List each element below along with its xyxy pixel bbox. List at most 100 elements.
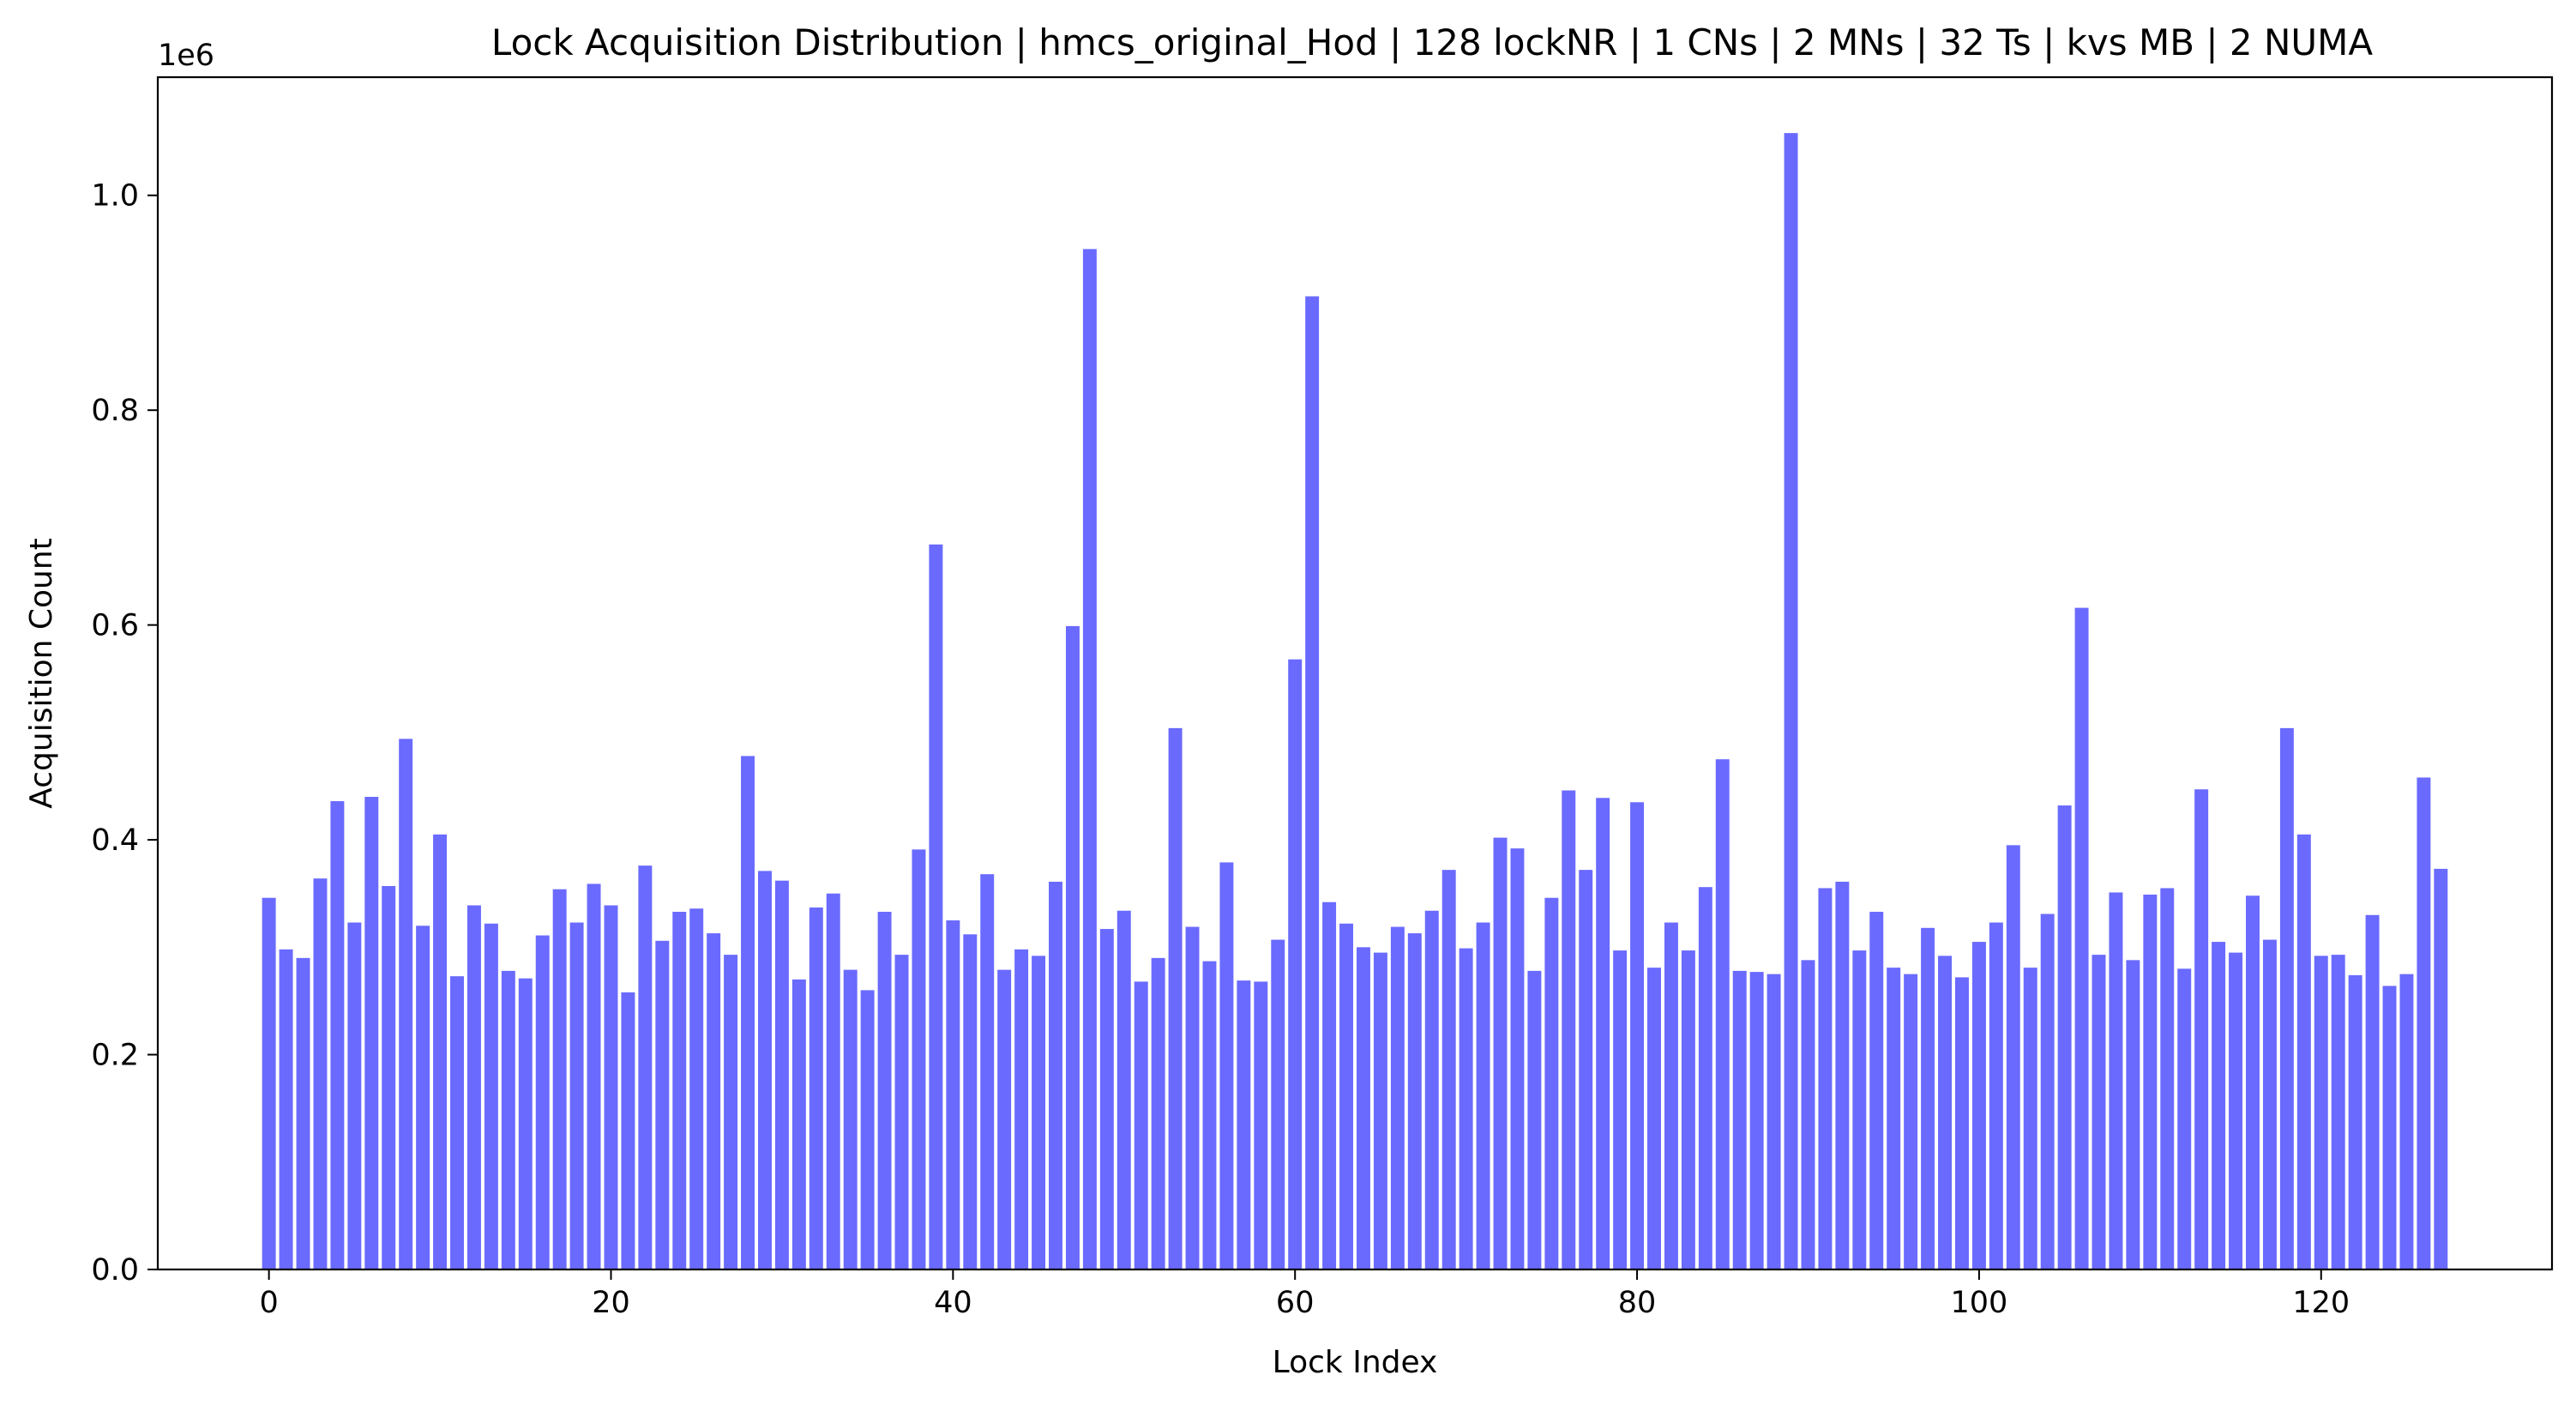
bar-lock-17 xyxy=(552,889,567,1269)
plot-frame xyxy=(156,75,2554,1271)
bar-lock-109 xyxy=(2126,960,2140,1269)
bar-lock-41 xyxy=(963,934,978,1269)
bar-lock-59 xyxy=(1271,939,1285,1269)
bar-lock-64 xyxy=(1356,947,1370,1269)
bar-lock-119 xyxy=(2296,834,2311,1269)
bar-lock-110 xyxy=(2143,894,2158,1269)
bar-lock-43 xyxy=(997,969,1012,1269)
bar-lock-52 xyxy=(1151,957,1165,1269)
bar-lock-107 xyxy=(2091,955,2106,1269)
bar-lock-65 xyxy=(1373,952,1387,1269)
bar-lock-122 xyxy=(2348,974,2362,1269)
bar-lock-89 xyxy=(1784,133,1798,1269)
bar-lock-28 xyxy=(741,756,755,1269)
bar-lock-22 xyxy=(638,865,653,1269)
bar-lock-90 xyxy=(1801,960,1815,1269)
y-axis-offset-label: 1e6 xyxy=(158,39,214,73)
bar-lock-47 xyxy=(1065,625,1080,1269)
bar-lock-120 xyxy=(2314,956,2328,1269)
bar-lock-23 xyxy=(655,940,670,1269)
bar-lock-49 xyxy=(1099,929,1114,1269)
bar-lock-118 xyxy=(2279,727,2294,1269)
bar-lock-88 xyxy=(1766,974,1781,1269)
bar-lock-63 xyxy=(1339,923,1353,1269)
bar-lock-39 xyxy=(929,544,943,1269)
bar-lock-75 xyxy=(1544,897,1559,1269)
bar-lock-9 xyxy=(416,926,430,1269)
bars-group xyxy=(262,133,2448,1270)
bar-lock-40 xyxy=(946,920,960,1269)
bar-lock-0 xyxy=(262,897,276,1269)
bar-lock-21 xyxy=(621,992,635,1269)
bar-lock-46 xyxy=(1049,881,1062,1269)
y-tick-label: 1.0 xyxy=(91,179,139,214)
bar-lock-126 xyxy=(2417,777,2431,1269)
bar-lock-69 xyxy=(1441,870,1456,1269)
bar-lock-56 xyxy=(1219,862,1234,1269)
bar-lock-7 xyxy=(382,885,396,1269)
bar-lock-38 xyxy=(912,849,926,1269)
bar-lock-93 xyxy=(1852,950,1867,1269)
bar-lock-57 xyxy=(1237,980,1251,1269)
bar-lock-113 xyxy=(2194,789,2209,1269)
bar-lock-77 xyxy=(1579,870,1593,1269)
bar-lock-82 xyxy=(1664,922,1678,1269)
bar-lock-72 xyxy=(1493,837,1508,1269)
bar-lock-51 xyxy=(1134,981,1148,1269)
bar-lock-71 xyxy=(1476,922,1490,1269)
bar-lock-106 xyxy=(2074,607,2089,1269)
bar-lock-26 xyxy=(707,933,721,1269)
bar-lock-114 xyxy=(2212,942,2226,1269)
y-tick-label: 0.2 xyxy=(91,1039,139,1073)
bar-lock-19 xyxy=(587,883,601,1269)
bar-lock-42 xyxy=(980,874,995,1269)
bar-lock-73 xyxy=(1510,848,1525,1269)
bar-lock-50 xyxy=(1116,910,1131,1269)
bar-lock-74 xyxy=(1527,970,1542,1269)
x-tick-label: 80 xyxy=(1618,1286,1657,1320)
bar-lock-24 xyxy=(672,912,687,1269)
bar-lock-100 xyxy=(1971,942,1986,1269)
bar-lock-54 xyxy=(1185,926,1200,1269)
bar-lock-67 xyxy=(1407,933,1422,1269)
bar-lock-36 xyxy=(877,912,892,1269)
bar-lock-83 xyxy=(1681,950,1695,1269)
bar-lock-5 xyxy=(347,922,362,1269)
bar-lock-124 xyxy=(2382,986,2397,1269)
bar-lock-80 xyxy=(1630,802,1645,1269)
bar-lock-103 xyxy=(2023,968,2037,1269)
bar-lock-18 xyxy=(569,922,584,1269)
x-tick-label: 100 xyxy=(1951,1286,2008,1320)
bar-lock-29 xyxy=(757,871,772,1269)
bar-lock-53 xyxy=(1168,727,1183,1269)
bar-lock-98 xyxy=(1938,956,1952,1269)
bar-lock-125 xyxy=(2399,974,2414,1269)
chart-title: Lock Acquisition Distribution | hmcs_ori… xyxy=(491,21,2373,63)
y-tick-label: 0.4 xyxy=(91,823,139,858)
bar-lock-112 xyxy=(2177,968,2192,1269)
bar-lock-34 xyxy=(843,969,858,1269)
bar-lock-91 xyxy=(1818,888,1833,1269)
bar-lock-117 xyxy=(2262,939,2277,1269)
bar-lock-14 xyxy=(501,970,515,1269)
bar-lock-11 xyxy=(450,976,464,1269)
bar-lock-16 xyxy=(535,935,550,1269)
bar-lock-45 xyxy=(1032,956,1046,1269)
bar-lock-92 xyxy=(1835,881,1850,1269)
bar-lock-2 xyxy=(296,957,310,1269)
bar-lock-84 xyxy=(1698,887,1712,1269)
y-tick-label: 0.8 xyxy=(91,394,139,428)
bar-lock-70 xyxy=(1459,948,1473,1269)
bar-lock-96 xyxy=(1904,974,1918,1269)
bar-lock-55 xyxy=(1202,961,1217,1269)
bar-lock-25 xyxy=(689,908,704,1269)
bar-lock-15 xyxy=(518,978,533,1269)
bar-lock-8 xyxy=(399,739,413,1269)
bar-lock-87 xyxy=(1749,972,1764,1269)
bar-lock-62 xyxy=(1322,901,1337,1269)
bar-lock-101 xyxy=(1989,922,2003,1269)
bar-lock-66 xyxy=(1390,926,1405,1269)
bar-lock-79 xyxy=(1613,950,1628,1269)
bar-lock-31 xyxy=(791,979,806,1269)
bar-lock-81 xyxy=(1647,968,1661,1269)
